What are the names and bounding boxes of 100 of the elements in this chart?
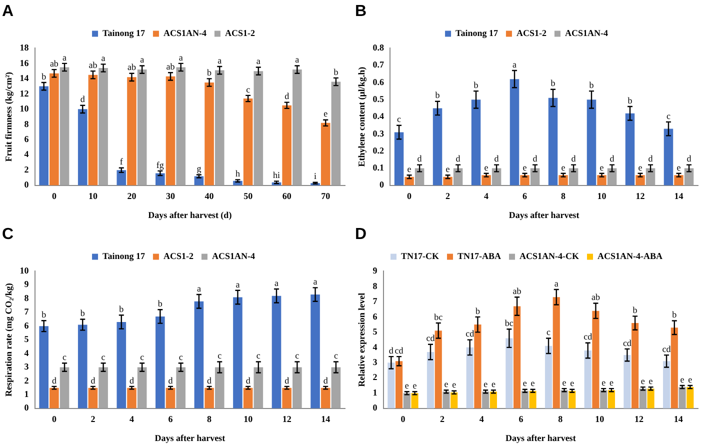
data-label: c (666, 110, 670, 121)
x-tick-label: 14 (321, 414, 331, 424)
x-tick-label: 14 (674, 414, 684, 424)
data-label: e (407, 164, 412, 174)
y-tick-label: 0.5 (372, 94, 385, 104)
bar (388, 362, 395, 408)
bar (137, 70, 147, 186)
data-label: a (313, 276, 318, 287)
y-tick-label: 4 (24, 348, 30, 358)
data-label: e (522, 162, 527, 172)
bar (434, 330, 442, 408)
data-label: b (119, 304, 124, 314)
y-tick-label: 7 (372, 296, 378, 306)
bar (560, 390, 568, 408)
bar (474, 324, 482, 408)
bar (686, 387, 694, 408)
bar (50, 73, 59, 186)
data-label: e (609, 377, 614, 388)
bar (320, 388, 330, 408)
chart-title: D (355, 226, 367, 244)
bar (674, 175, 684, 186)
y-tick-label: 10 (20, 266, 30, 276)
y-tick-label: 18 (20, 42, 30, 53)
data-label: ab (591, 292, 600, 302)
bar (490, 392, 497, 408)
x-tick-label: 0 (52, 414, 57, 424)
data-label: e (412, 380, 417, 390)
chart-title: B (355, 3, 367, 20)
x-tick-label: 6 (168, 414, 174, 424)
bar (632, 323, 639, 408)
legend-label: Tainong 17 (456, 28, 498, 38)
legend-label: ACS1AN-4-ABA (598, 251, 663, 262)
x-tick-label: 14 (674, 191, 684, 202)
bar (98, 68, 108, 186)
bar (156, 173, 165, 186)
bar (568, 390, 576, 408)
data-label: e (522, 378, 527, 388)
y-tick-label: 8 (24, 118, 30, 129)
legend-label: ACS1AN-4 (163, 28, 207, 38)
data-label: d (648, 154, 654, 164)
bar (521, 390, 528, 408)
bar (204, 82, 214, 186)
bar (600, 390, 608, 408)
y-tick-label: 5 (24, 334, 30, 344)
bar (204, 388, 214, 408)
data-label: a (274, 278, 278, 288)
y-tick-label: 16 (20, 58, 30, 68)
legend-label: Tainong 17 (102, 251, 146, 262)
legend-label: ACS1-2 (516, 28, 547, 38)
data-label: c (101, 352, 106, 362)
bar (426, 352, 434, 408)
bar (78, 324, 88, 408)
y-tick-label: 8 (372, 280, 378, 291)
bar (608, 390, 615, 408)
bar (320, 122, 330, 186)
bar (394, 132, 404, 186)
data-label: a (256, 56, 260, 66)
x-tick-label: 0 (400, 414, 406, 424)
x-tick-label: 0 (52, 191, 57, 202)
data-label: e (648, 376, 653, 386)
data-label: e (491, 378, 496, 389)
bar (50, 388, 59, 408)
data-label: b (589, 80, 594, 90)
data-label: c (140, 352, 144, 362)
data-label: d (284, 375, 290, 386)
data-label: b (475, 306, 480, 316)
y-tick-label: 6 (24, 320, 30, 330)
x-tick-label: 70 (321, 191, 331, 202)
data-label: d (323, 375, 328, 386)
bar (194, 301, 204, 408)
data-label: e (680, 374, 684, 384)
x-axis-title: Days after harvest (154, 432, 226, 443)
data-label: b (207, 68, 212, 78)
bar (127, 77, 136, 186)
bar (88, 388, 98, 408)
bar (166, 388, 176, 408)
y-tick-label: 6 (24, 134, 30, 144)
bar (529, 390, 536, 408)
y-tick-label: 9 (372, 266, 378, 276)
data-label: a (62, 52, 67, 62)
x-axis-title: Days after harvest (508, 210, 580, 220)
x-tick-label: 0 (407, 191, 412, 202)
data-label: d (532, 154, 538, 164)
x-tick-label: 4 (484, 191, 490, 202)
data-label: d (417, 154, 422, 164)
data-label: c (397, 114, 402, 124)
y-tick-label: 0.7 (372, 60, 385, 70)
bar (243, 98, 253, 186)
x-tick-label: 10 (597, 191, 607, 202)
bar (282, 105, 292, 186)
legend-label: ACS1AN-4-CK (520, 251, 579, 262)
bar (584, 350, 592, 408)
bar (98, 367, 108, 408)
bar (254, 367, 264, 408)
data-label: c (62, 352, 67, 362)
data-label: d (90, 375, 96, 386)
bar (450, 392, 458, 408)
bar (272, 296, 282, 408)
data-label: cd (584, 332, 593, 342)
x-tick-label: 6 (518, 414, 524, 424)
